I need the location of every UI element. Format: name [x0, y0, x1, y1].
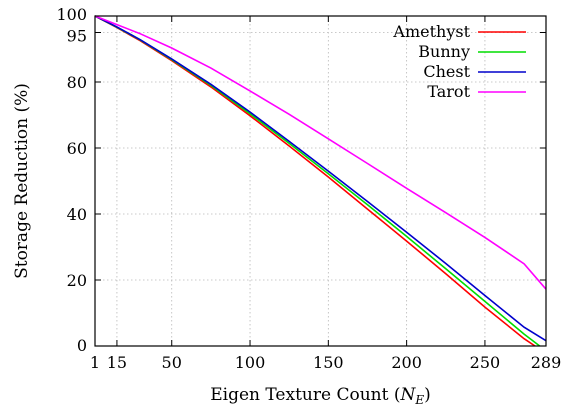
- y-tick-label: 40: [67, 205, 87, 224]
- legend-label-tarot: Tarot: [427, 82, 470, 101]
- y-tick-label: 100: [56, 5, 87, 24]
- x-tick-label: 1: [90, 353, 100, 372]
- y-tick-label: 60: [67, 139, 87, 158]
- x-tick-label: 289: [531, 353, 562, 372]
- x-tick-label: 200: [391, 353, 422, 372]
- x-tick-label: 15: [107, 353, 127, 372]
- legend-label-chest: Chest: [423, 62, 470, 81]
- plot-frame: [94, 15, 547, 347]
- x-tick-label: 50: [162, 353, 182, 372]
- grid: [95, 16, 546, 346]
- x-axis-label-symbol: N: [399, 385, 416, 405]
- x-tick-label: 100: [235, 353, 266, 372]
- y-tick-label: 80: [67, 73, 87, 92]
- axis-ticks: 1 15 50 100 150 200 250 289 0 20 40 60 80 95 100: [56, 5, 561, 372]
- legend-label-bunny: Bunny: [418, 42, 470, 61]
- y-tick-label: 0: [77, 336, 87, 355]
- x-tick-label: 150: [313, 353, 344, 372]
- series-line-chest: [94, 15, 547, 342]
- y-axis-label: Storage Reduction (%): [12, 83, 32, 279]
- y-tick-label: 95: [67, 27, 87, 46]
- legend-label-amethyst: Amethyst: [392, 22, 470, 41]
- series-lines: [94, 15, 547, 347]
- y-tick-label: 20: [67, 271, 87, 290]
- x-axis-label: Eigen Texture Count (NE): [210, 385, 430, 407]
- series-line-tarot: [94, 15, 547, 290]
- x-axis-label-text: Eigen Texture Count (: [210, 385, 400, 405]
- x-axis-label-close: ): [424, 385, 431, 405]
- x-axis-label-subscript: E: [414, 393, 424, 407]
- x-tick-label: 250: [470, 353, 501, 372]
